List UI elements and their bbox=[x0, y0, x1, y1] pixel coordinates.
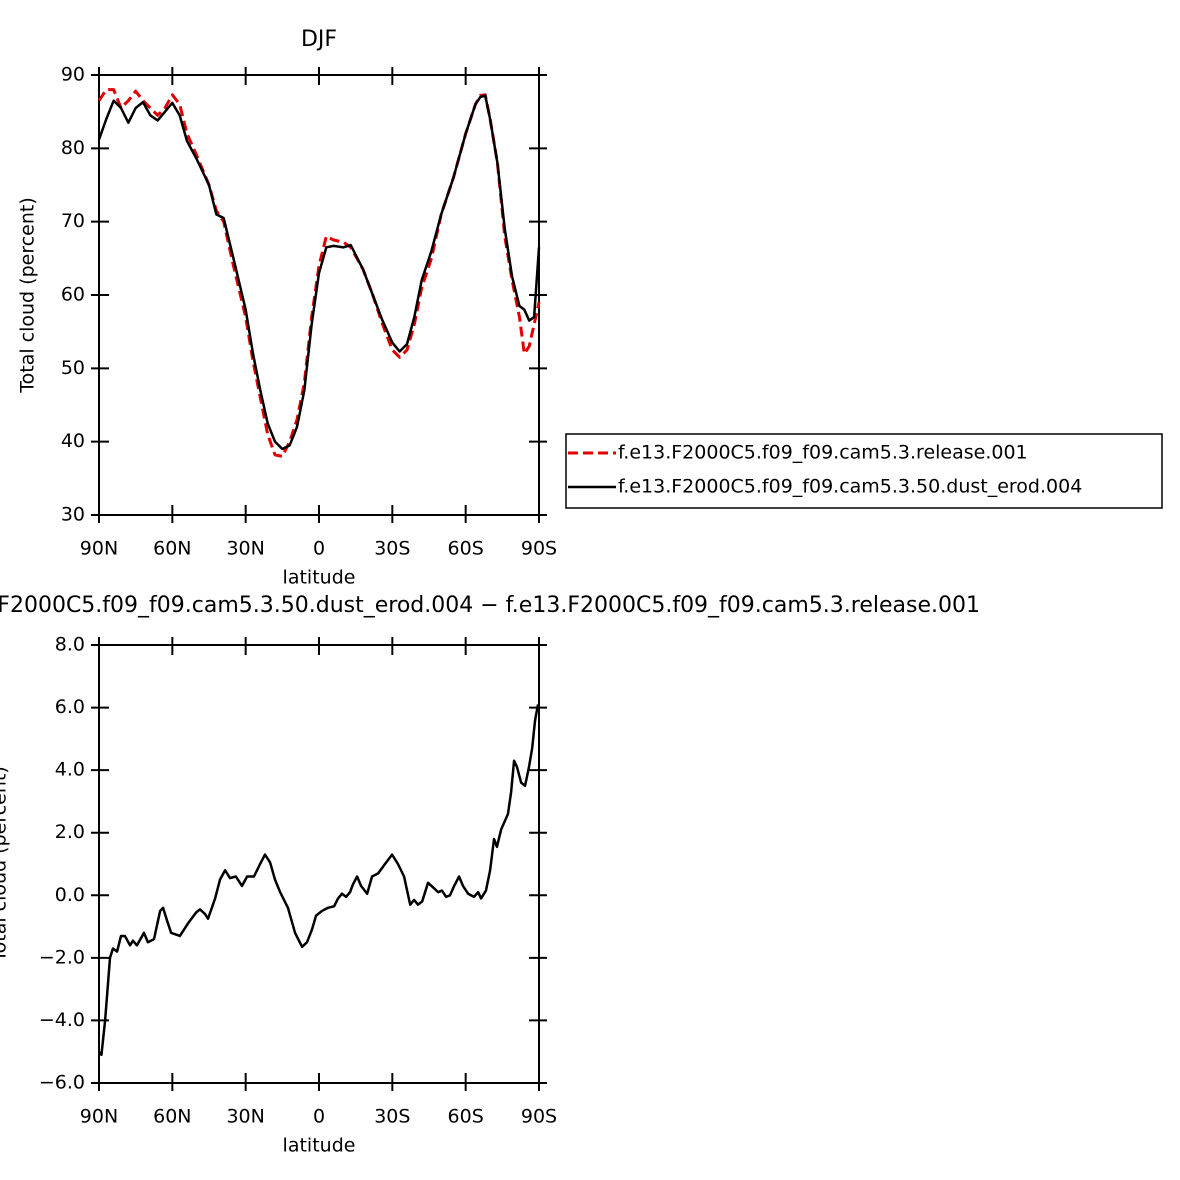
x-tick-label: 60S bbox=[448, 1106, 484, 1128]
y-tick-label: 90 bbox=[61, 64, 85, 86]
x-tick-label: 90N bbox=[80, 1106, 118, 1128]
y-tick-label: −4.0 bbox=[39, 1009, 85, 1031]
legend-box bbox=[565, 433, 1163, 509]
x-tick-label: 0 bbox=[313, 1106, 325, 1128]
chart-title: DJF bbox=[301, 27, 337, 52]
x-tick-label: 30S bbox=[374, 1106, 410, 1128]
chart-title: f.e13.F2000C5.f09_f09.cam5.3.50.dust_ero… bbox=[0, 593, 980, 618]
y-tick-label: 4.0 bbox=[55, 759, 85, 781]
x-tick-label: 90N bbox=[80, 538, 118, 560]
y-axis-label: Total cloud (percent) bbox=[0, 766, 11, 963]
y-tick-label: −6.0 bbox=[39, 1072, 85, 1094]
y-tick-label: 2.0 bbox=[55, 821, 85, 843]
x-axis-label: latitude bbox=[283, 1135, 356, 1157]
x-tick-label: 30N bbox=[226, 1106, 264, 1128]
legend-label: f.e13.F2000C5.f09_f09.cam5.3.50.dust_ero… bbox=[618, 476, 1082, 498]
x-axis-label: latitude bbox=[283, 567, 356, 589]
x-tick-label: 0 bbox=[313, 538, 325, 560]
data-line bbox=[98, 704, 540, 1057]
x-tick-label: 30N bbox=[226, 538, 264, 560]
y-tick-label: 0.0 bbox=[55, 884, 85, 906]
legend-label: f.e13.F2000C5.f09_f09.cam5.3.release.001 bbox=[618, 442, 1028, 464]
x-tick-label: 60N bbox=[153, 1106, 191, 1128]
y-tick-label: 60 bbox=[61, 284, 85, 306]
y-tick-label: 30 bbox=[61, 504, 85, 526]
y-tick-label: 40 bbox=[61, 430, 85, 452]
x-tick-label: 60N bbox=[153, 538, 191, 560]
x-tick-label: 90S bbox=[521, 1106, 557, 1128]
y-tick-label: 70 bbox=[61, 210, 85, 232]
y-tick-label: 6.0 bbox=[55, 696, 85, 718]
plot-frame bbox=[98, 74, 540, 516]
y-tick-label: −2.0 bbox=[39, 946, 85, 968]
y-axis-label: Total cloud (percent) bbox=[17, 197, 39, 394]
y-tick-label: 50 bbox=[61, 357, 85, 379]
x-tick-label: 90S bbox=[521, 538, 557, 560]
x-tick-label: 30S bbox=[374, 538, 410, 560]
y-tick-label: 80 bbox=[61, 137, 85, 159]
x-tick-label: 60S bbox=[448, 538, 484, 560]
plot-frame bbox=[98, 644, 540, 1084]
data-line bbox=[97, 94, 541, 451]
y-tick-label: 8.0 bbox=[55, 634, 85, 656]
